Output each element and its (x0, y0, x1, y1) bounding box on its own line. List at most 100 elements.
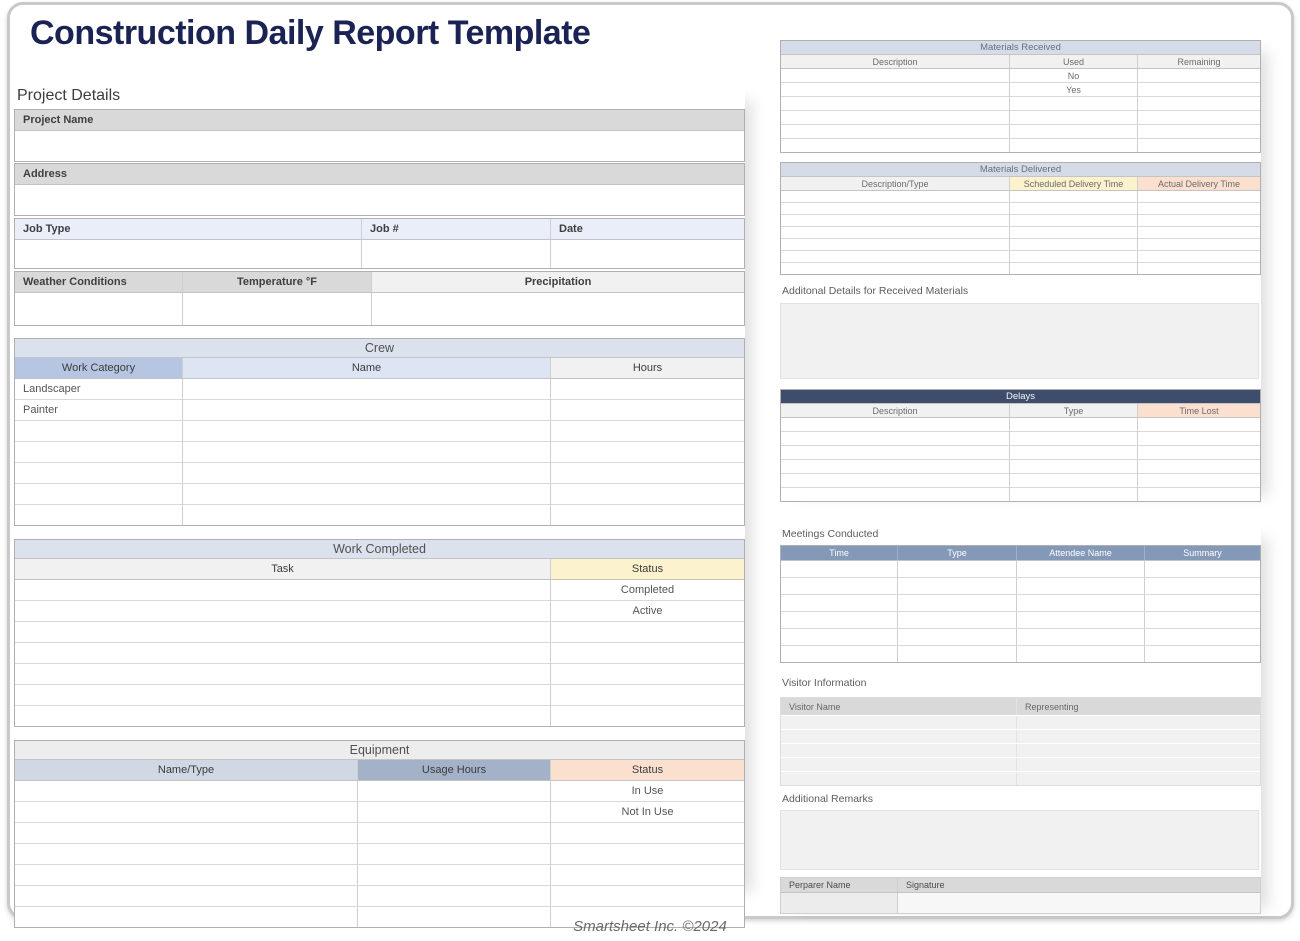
crew-hours-cell[interactable] (550, 400, 744, 420)
table-row (781, 771, 1260, 785)
crew-category-cell[interactable]: Painter (23, 404, 58, 416)
temperature-input-cell[interactable] (182, 293, 371, 325)
additional-remarks-box[interactable] (780, 810, 1259, 870)
delays-table: Delays Description Type Time Lost (780, 389, 1261, 502)
table-row (781, 138, 1260, 152)
crew-hours-cell[interactable] (550, 379, 744, 399)
page-title: Construction Daily Report Template (30, 14, 591, 52)
table-row (781, 124, 1260, 138)
equipment-status-cell[interactable]: Not In Use (550, 802, 744, 822)
additional-details-label: Additonal Details for Received Materials (782, 285, 969, 297)
table-row (781, 431, 1260, 445)
materials-received-title: Materials Received (781, 41, 1260, 54)
equipment-header-usage-hours: Usage Hours (357, 760, 550, 780)
mr-used-cell[interactable]: Yes (1009, 83, 1137, 96)
preparer-table: Perparer Name Signature (780, 877, 1261, 914)
table-row (15, 420, 744, 441)
table-row (781, 743, 1260, 757)
project-details-heading: Project Details (17, 87, 121, 104)
table-row (15, 663, 744, 684)
table-row (781, 262, 1260, 274)
additional-remarks-label: Additional Remarks (782, 793, 874, 805)
work-status-cell[interactable]: Completed (550, 580, 744, 600)
table-row (15, 885, 744, 906)
mr-header-remaining: Remaining (1137, 55, 1260, 68)
table-row (15, 462, 744, 483)
delays-header-description: Description (781, 404, 1009, 417)
weather-input-cell[interactable] (15, 293, 182, 325)
job-type-input-cell[interactable] (15, 240, 361, 268)
signature-label: Signature (897, 878, 1260, 892)
crew-title: Crew (15, 339, 744, 357)
mr-used-cell[interactable]: No (1009, 69, 1137, 82)
table-row: Active (15, 600, 744, 621)
table-row (781, 250, 1260, 262)
work-task-cell[interactable] (15, 601, 550, 621)
equipment-status-cell[interactable]: In Use (550, 781, 744, 801)
table-row (15, 504, 744, 525)
table-row (781, 645, 1260, 662)
preparer-name-input-cell[interactable] (781, 893, 897, 913)
project-name-field: Project Name (14, 109, 745, 162)
additional-details-box[interactable] (780, 303, 1259, 379)
job-number-input-cell[interactable] (361, 240, 550, 268)
table-row (781, 757, 1260, 771)
work-status-cell[interactable]: Active (550, 601, 744, 621)
visitor-header-name: Visitor Name (789, 701, 841, 712)
table-row (781, 594, 1260, 611)
md-header-scheduled-time: Scheduled Delivery Time (1009, 177, 1137, 190)
table-row: Yes (781, 82, 1260, 96)
mr-header-used: Used (1009, 55, 1137, 68)
table-row: Landscaper (15, 378, 744, 399)
precipitation-input-cell[interactable] (371, 293, 744, 325)
table-row (15, 621, 744, 642)
date-label: Date (550, 219, 744, 239)
crew-name-cell[interactable] (182, 400, 550, 420)
address-label: Address (15, 164, 744, 184)
table-row (15, 864, 744, 885)
table-row (781, 417, 1260, 431)
visitor-information-label: Visitor Information (782, 677, 867, 689)
table-row (781, 611, 1260, 628)
precipitation-label: Precipitation (371, 272, 744, 292)
crew-header-hours: Hours (550, 358, 744, 378)
table-row (781, 487, 1260, 501)
page-3: Meetings Conducted Time Type Attendee Na… (780, 522, 1261, 914)
project-name-input-cell[interactable] (15, 131, 744, 161)
table-row (781, 729, 1260, 743)
work-completed-title: Work Completed (15, 540, 744, 558)
table-row: Not In Use (15, 801, 744, 822)
crew-name-cell[interactable] (182, 379, 550, 399)
table-row (15, 705, 744, 726)
equipment-title: Equipment (15, 741, 744, 759)
job-type-label: Job Type (15, 219, 361, 239)
meetings-header-attendee: Attendee Name (1016, 546, 1144, 560)
work-task-cell[interactable] (15, 580, 550, 600)
job-number-label: Job # (361, 219, 550, 239)
md-header-description-type: Description/Type (781, 177, 1009, 190)
weather-fields: Weather Conditions Temperature °F Precip… (14, 271, 745, 326)
table-row (15, 906, 744, 927)
page-1: Project Details Project Name Address Job… (14, 84, 745, 928)
address-input-cell[interactable] (15, 185, 744, 215)
signature-input-cell[interactable] (897, 893, 1260, 913)
smartsheet-footer: Smartsheet Inc. ©2024 (573, 918, 727, 935)
materials-delivered-table: Materials Delivered Description/Type Sch… (780, 162, 1261, 275)
table-row: Completed (15, 579, 744, 600)
table-row (781, 190, 1260, 202)
meetings-conducted-label: Meetings Conducted (782, 528, 879, 540)
crew-header-work-category: Work Category (15, 358, 182, 378)
crew-category-cell[interactable]: Landscaper (23, 383, 81, 395)
table-row (781, 560, 1260, 577)
date-input-cell[interactable] (550, 240, 744, 268)
mr-header-description: Description (781, 55, 1009, 68)
table-row (781, 110, 1260, 124)
table-row (781, 238, 1260, 250)
crew-table: Crew Work Category Name Hours Landscaper… (14, 338, 745, 526)
work-header-status: Status (550, 559, 744, 579)
work-header-task: Task (15, 559, 550, 579)
table-row (781, 202, 1260, 214)
table-row (15, 684, 744, 705)
project-name-label: Project Name (15, 110, 744, 130)
preparer-name-label: Perparer Name (789, 880, 851, 890)
